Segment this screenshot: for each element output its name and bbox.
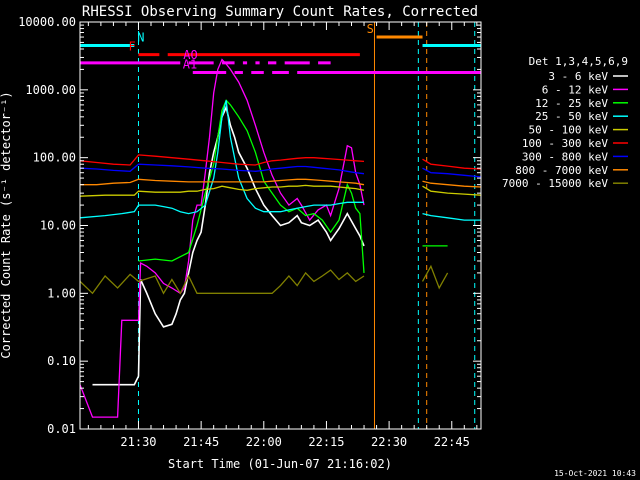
series-line-25-50keV xyxy=(80,100,364,219)
legend-label: 300 - 800 keV xyxy=(522,150,608,163)
y-axis-label: Corrected Count Rate (s⁻¹ detector⁻¹) xyxy=(0,91,13,358)
legend-label: 6 - 12 keV xyxy=(542,83,609,96)
y-tick-label: 0.01 xyxy=(47,422,76,436)
legend-label: 800 - 7000 keV xyxy=(515,164,608,177)
series-line-800-7000keV xyxy=(422,180,481,188)
series-line-7000-15000keV xyxy=(421,264,449,290)
series-line-100-300keV xyxy=(422,158,481,170)
legend-title: Det 1,3,4,5,6,9 xyxy=(529,55,628,68)
flag-label: A1 xyxy=(183,58,197,72)
y-tick-label: 1.00 xyxy=(47,286,76,300)
flag-label: S xyxy=(367,22,374,36)
series-line-50-100keV xyxy=(422,185,481,196)
series-line-300-800keV xyxy=(422,167,481,178)
legend-label: 50 - 100 keV xyxy=(529,124,609,137)
x-tick-label: 22:45 xyxy=(434,435,470,449)
x-tick-label: 22:00 xyxy=(246,435,282,449)
y-tick-label: 1000.00 xyxy=(25,83,76,97)
series-line-50-100keV xyxy=(80,184,365,197)
y-tick-label: 100.00 xyxy=(33,151,76,165)
legend-label: 7000 - 15000 keV xyxy=(502,177,608,190)
flag-label: AO xyxy=(183,48,197,62)
legend-label: 3 - 6 keV xyxy=(548,70,608,83)
x-tick-label: 22:15 xyxy=(308,435,344,449)
series-line-800-7000keV xyxy=(80,178,365,186)
chart-title: RHESSI Observing Summary Count Rates, Co… xyxy=(82,4,478,20)
y-tick-label: 10000.00 xyxy=(18,15,76,29)
series-line-7000-15000keV xyxy=(80,269,365,295)
x-tick-label: 22:30 xyxy=(371,435,407,449)
y-tick-label: 0.10 xyxy=(47,354,76,368)
series-line-300-800keV xyxy=(80,163,365,175)
footer-timestamp: 15-Oct-2021 10:43 xyxy=(554,469,636,478)
series-line-3-6keV xyxy=(92,104,365,386)
series-line-100-300keV xyxy=(80,154,365,166)
x-axis-label: Start Time (01-Jun-07 21:16:02) xyxy=(168,457,392,471)
x-tick-label: 21:30 xyxy=(120,435,156,449)
legend-label: 100 - 300 keV xyxy=(522,137,608,150)
series-line-12-25keV xyxy=(138,99,365,273)
flag-label: N xyxy=(137,31,144,45)
series-line-25-50keV xyxy=(422,212,481,221)
legend-label: 12 - 25 keV xyxy=(535,97,608,110)
y-tick-label: 10.00 xyxy=(40,219,76,233)
legend-label: 25 - 50 keV xyxy=(535,110,608,123)
flag-label: F xyxy=(128,40,135,54)
x-tick-label: 21:45 xyxy=(183,435,219,449)
